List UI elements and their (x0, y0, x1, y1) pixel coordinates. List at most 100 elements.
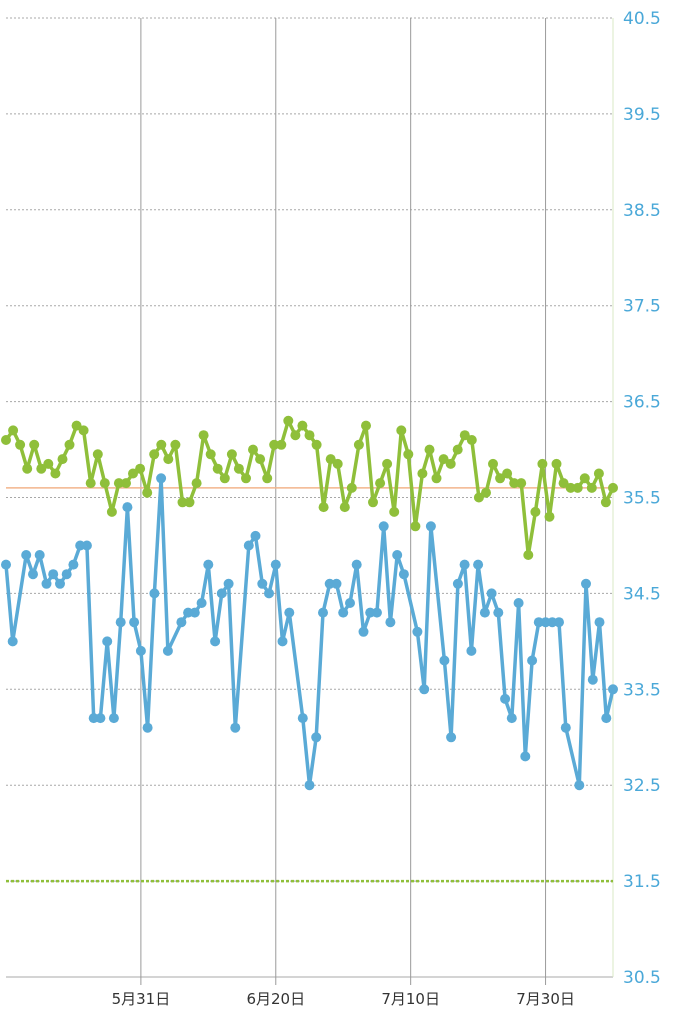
series-1-point-1 (7, 636, 18, 647)
series-0-point-36 (255, 454, 266, 465)
series-0-point-78 (551, 458, 562, 469)
series-0-point-27 (191, 478, 202, 489)
series-0-point-58 (410, 521, 421, 532)
series-0-point-16 (113, 478, 124, 489)
series-1 (1, 473, 618, 791)
series-1-point-11 (81, 540, 92, 551)
series-0-point-8 (57, 454, 68, 465)
series-1-point-0 (1, 559, 11, 570)
series-0-point-37 (262, 473, 273, 484)
series-0-point-46 (325, 454, 336, 465)
series-1-point-82 (601, 713, 612, 724)
series-0-point-80 (565, 482, 576, 493)
series-0-point-10 (71, 420, 82, 431)
series-1-point-41 (304, 780, 315, 791)
series-0-point-20 (142, 487, 153, 498)
series-1-line (4, 476, 615, 787)
series-1-point-27 (196, 598, 207, 608)
series-0-point-74 (523, 550, 534, 560)
series-0-point-35 (248, 444, 258, 455)
series-0-point-69 (488, 458, 498, 469)
series-0-point-22 (156, 439, 167, 450)
series-0-point-67 (473, 492, 484, 503)
series-0-point-81 (572, 482, 583, 493)
series-0-point-19 (135, 463, 146, 474)
series-0-point-66 (466, 435, 477, 445)
y-tick-label-40.5: 40.5 (623, 9, 661, 29)
series-1-point-72 (527, 655, 538, 666)
series-1-point-56 (412, 626, 423, 637)
series-0-point-23 (163, 454, 174, 465)
series-1-point-5 (41, 578, 52, 589)
series-0-point-53 (375, 478, 386, 489)
series-0-point-47 (332, 458, 343, 469)
series-1-point-16 (115, 617, 126, 628)
series-1-point-7 (55, 578, 65, 589)
y-tick-label-34.5: 34.5 (623, 584, 661, 604)
series-1-point-80 (587, 674, 598, 685)
series-0-point-45 (318, 502, 329, 513)
series-1-point-39 (284, 607, 295, 618)
series-0-point-68 (481, 487, 491, 498)
series-1-point-67 (493, 607, 504, 618)
series-1-point-15 (108, 713, 119, 724)
series-1-point-59 (439, 655, 450, 666)
series-0-point-0 (1, 435, 11, 445)
series-0-point-5 (36, 463, 47, 474)
series-0-point-17 (121, 478, 131, 489)
series-1-point-29 (210, 636, 221, 647)
series-0-point-64 (452, 444, 463, 455)
series-0-point-62 (438, 454, 449, 465)
series-0-point-3 (22, 463, 33, 474)
series-1-point-78 (574, 780, 585, 791)
series-0-point-42 (297, 420, 308, 431)
series-0-point-71 (502, 468, 513, 479)
series-1-point-13 (95, 713, 106, 724)
series-1-point-49 (358, 626, 369, 637)
y-tick-label-32.5: 32.5 (623, 776, 661, 796)
series-0-point-25 (177, 497, 188, 508)
y-tick-label-35.5: 35.5 (623, 489, 661, 509)
series-0-point-44 (311, 439, 322, 450)
series-0-point-83 (586, 482, 597, 493)
series-1-point-65 (479, 607, 490, 618)
series-0-point-63 (445, 458, 456, 469)
series-1-point-76 (554, 617, 564, 628)
series-1-point-28 (203, 559, 214, 570)
series-1-point-33 (243, 540, 254, 551)
series-0-point-18 (128, 468, 138, 479)
series-1-point-14 (102, 636, 113, 647)
series-1-point-58 (425, 521, 436, 532)
series-1-point-24 (176, 617, 187, 628)
series-0-point-13 (92, 449, 103, 460)
series-0-point-72 (509, 478, 520, 489)
series-1-point-52 (378, 521, 389, 532)
series-1-point-20 (142, 722, 153, 733)
series-0-point-4 (29, 439, 40, 450)
vertical-gridlines (140, 18, 547, 985)
series-1-point-70 (513, 598, 524, 608)
series-0-point-29 (205, 449, 216, 460)
y-tick-label-30.5: 30.5 (623, 968, 661, 988)
series-0-point-26 (184, 497, 195, 508)
y-tick-label-36.5: 36.5 (623, 393, 661, 413)
series-1-point-57 (419, 684, 430, 695)
series-0-point-82 (579, 473, 590, 484)
series-0-point-52 (368, 497, 378, 508)
series-0-point-60 (424, 444, 435, 455)
series-0-point-30 (212, 463, 223, 474)
series-1-point-71 (520, 751, 531, 762)
y-tick-label-37.5: 37.5 (623, 297, 661, 317)
series-0-point-14 (99, 478, 110, 489)
series-layer (1, 415, 618, 791)
x-tick-label-0: 5月31日 (112, 990, 171, 1008)
series-0-point-11 (78, 425, 89, 436)
series-0-point-49 (346, 482, 357, 493)
series-0-point-1 (8, 425, 19, 436)
series-1-point-23 (162, 645, 173, 656)
series-1-point-42 (311, 732, 322, 743)
series-1-point-63 (466, 645, 477, 656)
series-1-point-30 (216, 588, 227, 599)
series-0-point-39 (276, 439, 287, 450)
